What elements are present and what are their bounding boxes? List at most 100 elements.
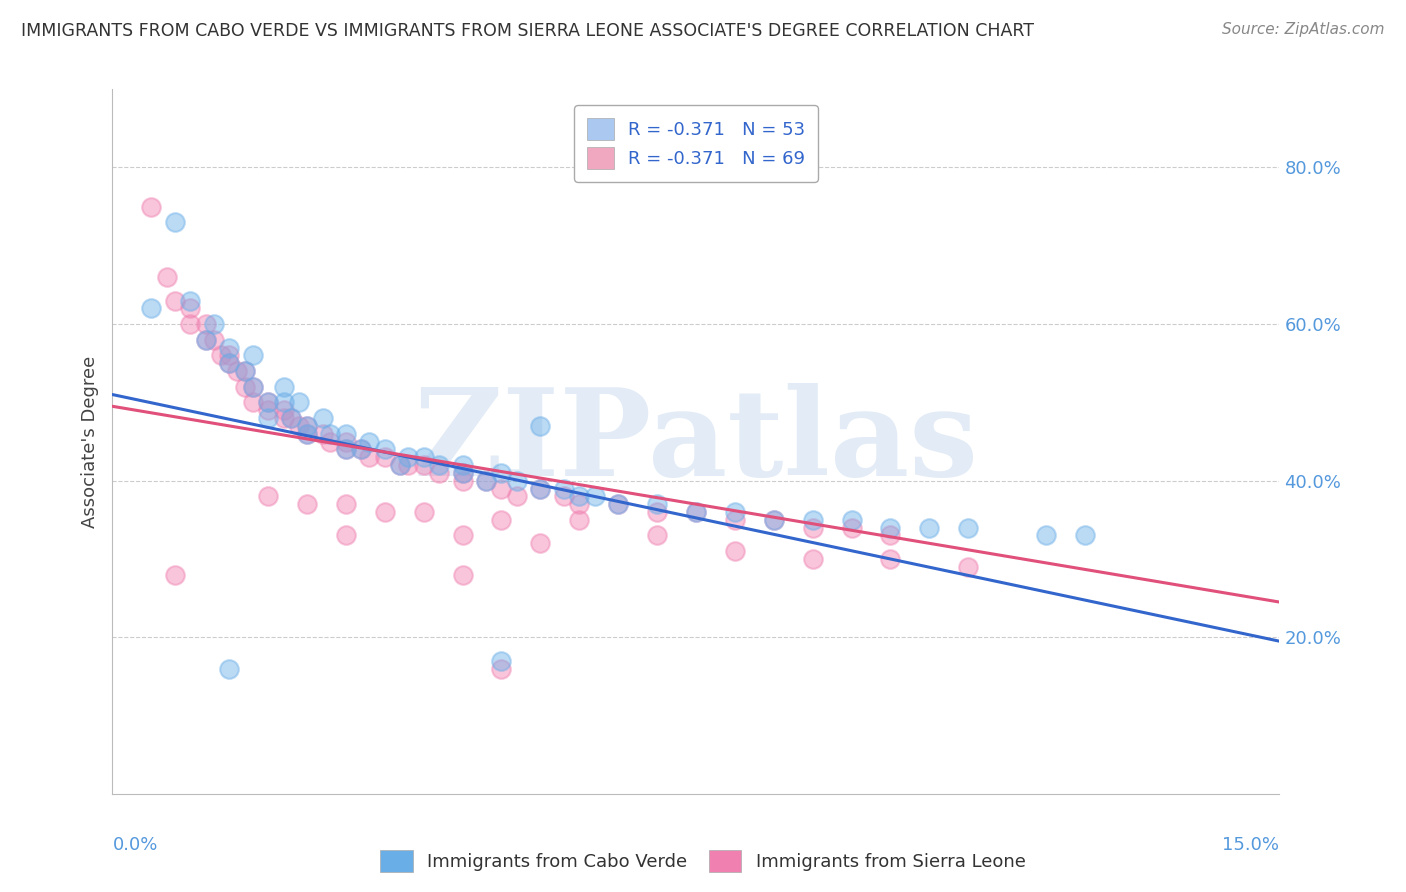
Point	[311, 411, 333, 425]
Point	[359, 450, 381, 465]
Point	[491, 654, 513, 668]
Point	[583, 489, 606, 503]
Point	[568, 497, 591, 511]
Point	[295, 497, 318, 511]
Point	[645, 528, 668, 542]
Point	[163, 215, 186, 229]
Point	[879, 552, 901, 566]
Point	[179, 301, 201, 316]
Point	[280, 411, 302, 425]
Point	[335, 442, 357, 457]
Point	[529, 482, 551, 496]
Point	[295, 426, 318, 441]
Point	[242, 395, 264, 409]
Point	[412, 458, 434, 472]
Point	[295, 418, 318, 433]
Point	[141, 301, 163, 316]
Point	[179, 293, 201, 308]
Point	[194, 317, 217, 331]
Point	[335, 434, 357, 449]
Point	[273, 411, 295, 425]
Point	[841, 521, 863, 535]
Point	[506, 489, 529, 503]
Point	[194, 333, 217, 347]
Point	[762, 513, 785, 527]
Point	[202, 333, 225, 347]
Point	[491, 482, 513, 496]
Point	[226, 364, 249, 378]
Point	[163, 567, 186, 582]
Point	[233, 364, 256, 378]
Point	[475, 474, 498, 488]
Point	[257, 395, 280, 409]
Point	[335, 426, 357, 441]
Point	[451, 528, 474, 542]
Point	[475, 474, 498, 488]
Point	[801, 513, 824, 527]
Y-axis label: Associate's Degree: Associate's Degree	[80, 355, 98, 528]
Point	[491, 662, 513, 676]
Point	[491, 466, 513, 480]
Point	[762, 513, 785, 527]
Point	[242, 348, 264, 362]
Point	[273, 380, 295, 394]
Point	[359, 434, 381, 449]
Point	[163, 293, 186, 308]
Point	[319, 426, 342, 441]
Point	[288, 395, 311, 409]
Point	[242, 380, 264, 394]
Point	[273, 403, 295, 417]
Point	[529, 418, 551, 433]
Point	[451, 567, 474, 582]
Point	[568, 513, 591, 527]
Point	[335, 528, 357, 542]
Point	[218, 356, 240, 370]
Point	[374, 505, 396, 519]
Point	[233, 364, 256, 378]
Point	[879, 521, 901, 535]
Legend: R = -0.371   N = 53, R = -0.371   N = 69: R = -0.371 N = 53, R = -0.371 N = 69	[574, 105, 818, 182]
Point	[427, 458, 450, 472]
Point	[350, 442, 373, 457]
Point	[257, 411, 280, 425]
Text: Source: ZipAtlas.com: Source: ZipAtlas.com	[1222, 22, 1385, 37]
Text: IMMIGRANTS FROM CABO VERDE VS IMMIGRANTS FROM SIERRA LEONE ASSOCIATE'S DEGREE CO: IMMIGRANTS FROM CABO VERDE VS IMMIGRANTS…	[21, 22, 1033, 40]
Point	[280, 411, 302, 425]
Text: 15.0%: 15.0%	[1222, 836, 1279, 855]
Point	[724, 544, 747, 558]
Point	[529, 536, 551, 550]
Point	[645, 497, 668, 511]
Point	[841, 513, 863, 527]
Point	[491, 513, 513, 527]
Point	[724, 513, 747, 527]
Point	[412, 505, 434, 519]
Point	[607, 497, 630, 511]
Point	[233, 380, 256, 394]
Point	[218, 662, 240, 676]
Point	[1035, 528, 1057, 542]
Point	[209, 348, 232, 362]
Point	[288, 418, 311, 433]
Point	[257, 403, 280, 417]
Point	[568, 489, 591, 503]
Point	[374, 450, 396, 465]
Point	[389, 458, 412, 472]
Point	[451, 466, 474, 480]
Point	[218, 356, 240, 370]
Point	[412, 450, 434, 465]
Point	[156, 270, 179, 285]
Point	[218, 341, 240, 355]
Point	[1074, 528, 1097, 542]
Legend: Immigrants from Cabo Verde, Immigrants from Sierra Leone: Immigrants from Cabo Verde, Immigrants f…	[380, 850, 1026, 871]
Point	[685, 505, 707, 519]
Point	[451, 474, 474, 488]
Point	[529, 482, 551, 496]
Point	[311, 426, 333, 441]
Point	[202, 317, 225, 331]
Point	[179, 317, 201, 331]
Point	[553, 489, 575, 503]
Point	[295, 426, 318, 441]
Point	[957, 559, 980, 574]
Point	[141, 200, 163, 214]
Point	[335, 497, 357, 511]
